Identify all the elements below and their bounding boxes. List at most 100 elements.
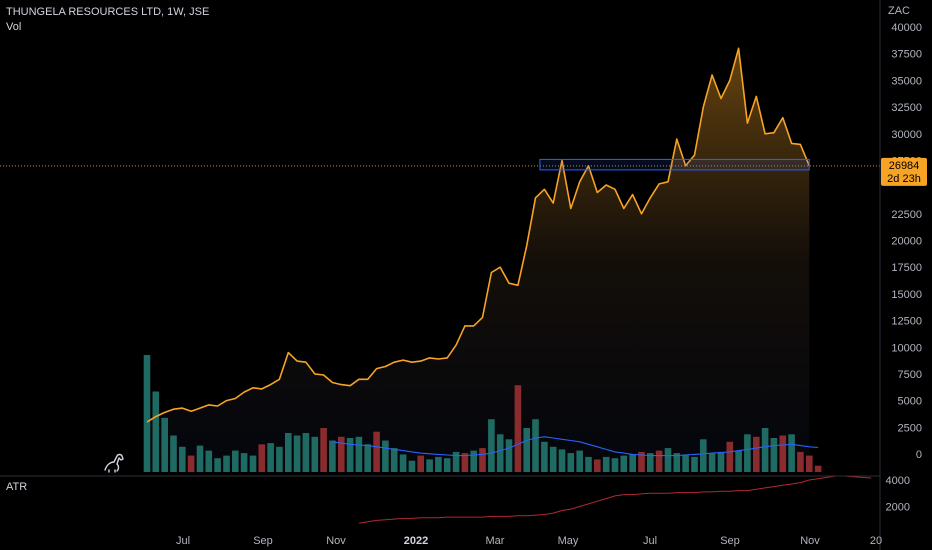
volume-bar	[797, 451, 804, 472]
volume-bar	[708, 453, 716, 472]
symbol-title: THUNGELA RESOURCES LTD, 1W, JSE	[6, 6, 210, 18]
overlay-layer	[0, 158, 880, 171]
volume-bar	[170, 435, 177, 472]
y-tick-label: 2500	[898, 422, 922, 434]
atr-label: ATR	[6, 481, 28, 493]
volume-bar	[346, 438, 354, 472]
volume-bar	[267, 443, 274, 472]
volume-bar	[302, 433, 310, 472]
volume-bar	[161, 417, 168, 472]
volume-bar	[673, 453, 681, 472]
volume-bar	[647, 453, 654, 472]
volume-bar	[744, 434, 751, 472]
y-tick-label: 32500	[891, 102, 922, 114]
volume-bar	[258, 444, 266, 472]
volume-bar	[611, 458, 619, 472]
volume-bar	[532, 419, 539, 472]
volume-bar	[496, 434, 504, 472]
price-badge	[881, 157, 927, 186]
x-tick-label: Jul	[176, 535, 190, 547]
volume-bar	[594, 459, 601, 472]
y-tick-label: 0	[916, 449, 922, 461]
volume-bar	[523, 428, 530, 472]
volume-bar	[576, 450, 583, 472]
y-tick-label: 17500	[891, 262, 922, 274]
volume-bar	[214, 458, 221, 472]
volume-ma-layer	[332, 436, 819, 457]
price-badge-countdown: 2d 23h	[887, 173, 921, 185]
y-tick-label: 12500	[891, 316, 922, 328]
volume-bar	[435, 456, 442, 472]
atr-layer	[358, 475, 872, 524]
volume-bar	[293, 435, 301, 472]
volume-bar	[399, 454, 407, 472]
volume-bar	[338, 436, 345, 472]
volume-bar	[196, 445, 204, 472]
volume-bar	[717, 451, 725, 472]
volume-bar	[806, 455, 813, 472]
x-tick-label: 20	[870, 535, 882, 547]
x-tick-label: Sep	[720, 535, 740, 547]
tradingview-logo-icon	[104, 453, 124, 473]
y-tick-label: 10000	[891, 342, 922, 354]
y-tick-label: 5000	[898, 396, 922, 408]
volume-bar	[417, 455, 424, 472]
y-tick-label: 35000	[891, 75, 922, 87]
volume-bar	[655, 450, 663, 472]
y-tick-label: 15000	[891, 289, 922, 301]
volume-bar	[470, 450, 477, 472]
volume-bar	[232, 450, 239, 472]
volume-bar	[426, 459, 433, 472]
volume-bar	[567, 453, 575, 472]
volume-bar	[770, 438, 778, 472]
volume-bar	[488, 419, 495, 472]
volume-bar	[285, 433, 292, 472]
volume-bar	[311, 436, 319, 472]
volume-bar	[373, 431, 380, 472]
y-tick-label: 37500	[891, 49, 922, 61]
volume-bar	[761, 428, 769, 472]
volume-bars-layer	[143, 355, 822, 472]
x-tick-label: May	[558, 535, 579, 547]
x-tick-label: Mar	[486, 535, 505, 547]
volume-bar	[735, 450, 742, 472]
price-area-fill	[147, 48, 810, 473]
price-badge-value: 26984	[889, 160, 920, 172]
volume-bar	[549, 446, 557, 472]
volume-bar	[329, 440, 336, 472]
y-tick-label: 7500	[898, 369, 922, 381]
volume-bar	[620, 455, 628, 472]
volume-bar	[364, 444, 371, 472]
volume-bar	[390, 448, 398, 472]
volume-bar	[629, 454, 636, 472]
volume-bar	[408, 460, 416, 472]
volume-bar	[602, 456, 610, 472]
price-area-layer	[147, 48, 810, 473]
y-tick-label: 22500	[891, 209, 922, 221]
range-highlight-rect	[539, 158, 810, 171]
volume-bar	[682, 454, 689, 472]
volume-bar	[355, 436, 363, 472]
atr-tick-label: 2000	[886, 502, 910, 514]
volume-ma-line	[332, 436, 819, 457]
x-tick-label: Jul	[643, 535, 657, 547]
x-tick-label: Sep	[253, 535, 273, 547]
volume-bar	[585, 456, 592, 472]
x-tick-label: 2022	[404, 535, 428, 547]
volume-bar	[779, 435, 787, 472]
volume-bar	[664, 448, 672, 472]
x-tick-label: Nov	[800, 535, 820, 547]
volume-bar	[461, 453, 469, 472]
atr-line	[358, 475, 872, 524]
volume-bar	[179, 446, 186, 472]
volume-bar	[753, 436, 760, 472]
volume-bar	[558, 449, 566, 472]
volume-bar	[700, 439, 707, 472]
volume-bar	[726, 441, 734, 472]
volume-bar	[249, 455, 257, 472]
volume-bar	[276, 446, 283, 472]
volume-bar	[382, 440, 389, 472]
